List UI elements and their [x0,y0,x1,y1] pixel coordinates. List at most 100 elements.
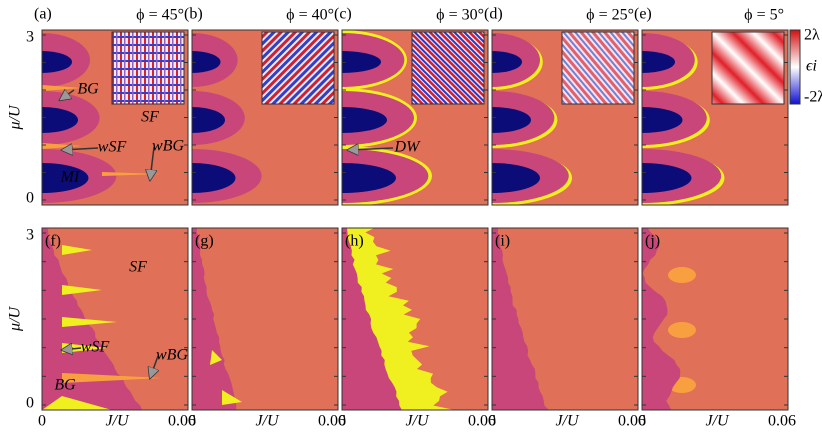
wsf-spike [62,245,92,255]
mi-lobe [492,107,531,133]
annotation-arrow [150,146,154,180]
phi-label: ϕ = 5° [744,7,784,24]
panel: (f) 0 J/U 0.06 [38,227,196,430]
panel: (h) 0 J/U 0.06 [338,227,496,430]
panel-plot [492,228,638,410]
panel: (g) 0 J/U 0.06 [188,227,346,430]
panel-label: (e) [634,6,652,23]
bg-region [492,228,549,410]
panel: (j) 0 J/U 0.06 [638,227,796,430]
colorbar-max: 2λ [804,27,820,44]
panel-label: (a) [34,6,52,23]
bg-region [642,228,681,410]
phi-label: ϕ = 25° [586,7,634,24]
x-label: J/U [255,413,280,430]
mi-lobe [642,163,692,193]
x-label: J/U [405,413,430,430]
x-tick: 0.06 [318,413,346,430]
x-tick: 0.06 [468,413,496,430]
x-tick: 0.06 [168,413,196,430]
y-tick: 0 [26,190,34,207]
colorbar-min: -2λ [804,89,822,106]
mi-lobe [642,51,675,73]
panel-plot [342,228,488,410]
wbg-blob [668,267,696,283]
y-label: μ/U [7,104,24,130]
panel-label: (b) [184,6,203,23]
wsf-spike [62,317,117,327]
panel-label: (g) [195,233,214,250]
panel-plot [192,228,338,410]
colorbar-label: ϵi [806,58,817,75]
x-tick: 0.06 [618,413,646,430]
annotation: wBG [156,347,188,364]
annotation: SF [129,259,147,276]
y-label: μ/U [7,306,24,332]
mi-lobe [42,51,72,73]
panel: (e) ϕ = 5° [634,6,789,206]
annotation: wBG [152,138,184,155]
wsf-spike [62,343,107,353]
annotation: wSF [98,139,127,156]
x-tick: 0 [38,413,46,430]
wsf-spike [62,373,162,383]
x-label: J/U [705,413,730,430]
x-tick: 0 [488,413,496,430]
panel-label: (f) [45,233,61,250]
annotation-arrow [60,90,75,100]
annotation: BG [77,81,99,98]
panel-label: (i) [495,233,510,250]
x-tick: 0 [338,413,346,430]
panel: (a) ϕ = 45° [34,6,189,206]
annotation: MI [60,169,80,186]
x-tick: 0 [188,413,196,430]
mi-lobe [492,163,540,193]
x-tick: 0.06 [768,413,796,430]
inset [411,31,485,105]
mi-lobe [192,51,221,73]
bg-region [42,228,143,410]
wsf-spike [42,85,82,91]
mi-lobe [42,163,89,193]
panel-plot [42,228,188,410]
bg-region [342,228,402,410]
y-tick: 3 [26,29,34,46]
mi-lobe [492,51,522,73]
annotation: DW [394,139,422,156]
panel-label: (j) [645,233,660,250]
annotation: BG [54,377,76,394]
bottom-yellow [42,396,112,410]
yellow-bits [210,350,242,405]
annotation: SF [141,109,159,126]
panel: (b) ϕ = 40° [184,6,339,206]
inset [111,31,185,105]
mi-lobe [192,163,236,193]
x-tick: 0 [638,413,646,430]
annotation: wSF [81,339,110,356]
mi-lobe [342,51,381,73]
panel-label: (c) [334,6,352,23]
y-tick: 0 [26,395,34,412]
panel: (d) ϕ = 25° [484,6,639,206]
x-label: J/U [105,413,130,430]
annotation-arrow [62,148,99,150]
wbg-line [102,172,162,176]
inset [561,31,635,105]
mi-lobe [192,107,225,133]
phi-label: ϕ = 45° [136,7,184,24]
inset [711,31,785,105]
bg-region [192,228,237,410]
wsf-spike [62,285,102,295]
panel: (c) ϕ = 30° [334,6,489,206]
phi-label: ϕ = 40° [286,7,334,24]
annotation-arrow [348,148,394,150]
mi-lobe [42,107,78,133]
colorbar [789,29,801,105]
panel-plot [642,228,788,410]
annotation-arrow [62,348,82,350]
phi-label: ϕ = 30° [436,7,484,24]
wbg-blob [668,322,696,338]
mi-lobe [642,107,683,133]
x-label: J/U [555,413,580,430]
